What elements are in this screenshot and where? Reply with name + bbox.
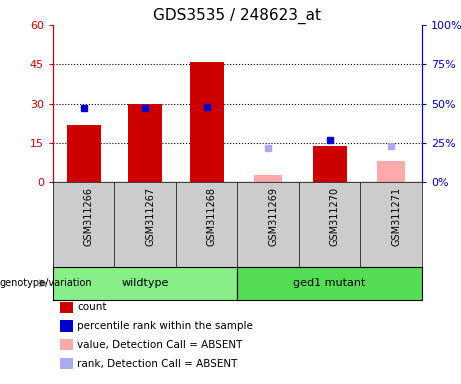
Text: value, Detection Call = ABSENT: value, Detection Call = ABSENT — [77, 340, 243, 350]
Text: GSM311271: GSM311271 — [391, 187, 401, 246]
Bar — [254, 174, 282, 182]
Bar — [377, 161, 405, 182]
Bar — [67, 125, 100, 182]
Text: GSM311269: GSM311269 — [268, 187, 278, 246]
Text: GSM311268: GSM311268 — [207, 187, 217, 246]
Text: GSM311266: GSM311266 — [84, 187, 94, 246]
Text: ged1 mutant: ged1 mutant — [294, 278, 366, 288]
Text: GSM311267: GSM311267 — [145, 187, 155, 246]
Text: rank, Detection Call = ABSENT: rank, Detection Call = ABSENT — [77, 359, 238, 369]
Bar — [313, 146, 347, 182]
Title: GDS3535 / 248623_at: GDS3535 / 248623_at — [154, 7, 321, 23]
Bar — [128, 104, 162, 182]
Text: percentile rank within the sample: percentile rank within the sample — [77, 321, 254, 331]
Text: GSM311270: GSM311270 — [330, 187, 340, 246]
Text: count: count — [77, 302, 107, 312]
Text: wildtype: wildtype — [122, 278, 169, 288]
Bar — [190, 62, 224, 182]
Text: genotype/variation: genotype/variation — [0, 278, 93, 288]
